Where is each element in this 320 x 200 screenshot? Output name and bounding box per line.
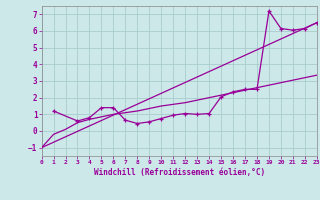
X-axis label: Windchill (Refroidissement éolien,°C): Windchill (Refroidissement éolien,°C) [94, 168, 265, 177]
